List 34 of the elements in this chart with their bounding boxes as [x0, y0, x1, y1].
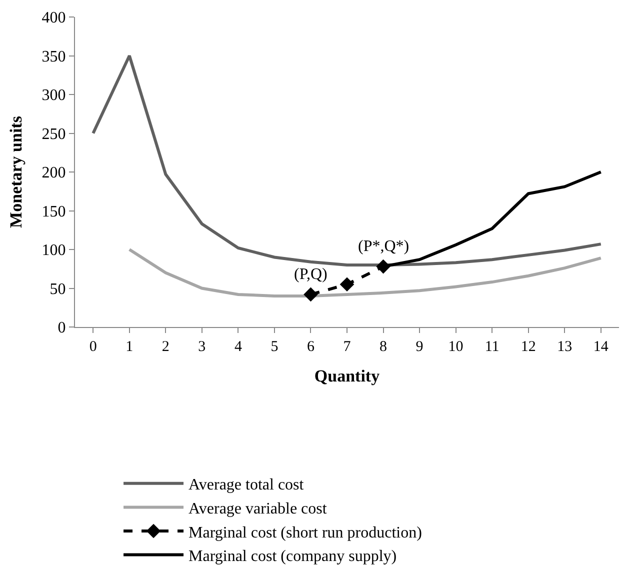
y-tick-label: 100	[42, 242, 66, 260]
y-tick-label: 400	[42, 10, 66, 27]
y-tick-label: 300	[42, 87, 66, 104]
legend-label: Marginal cost (short run production)	[188, 524, 422, 542]
legend-label: Average variable cost	[188, 500, 328, 518]
x-tick-label: 5	[270, 339, 278, 355]
x-tick-label: 2	[162, 339, 170, 355]
x-axis-title: Quantity	[314, 366, 380, 386]
annotation: (P,Q)	[294, 266, 328, 283]
x-tick-label: 9	[416, 339, 424, 355]
y-tick-label: 50	[50, 280, 66, 298]
x-tick-label: 8	[380, 339, 388, 355]
x-tick-label: 14	[593, 339, 609, 355]
point	[304, 287, 318, 302]
x-tick-label: 3	[198, 339, 206, 355]
x-tick-label: 0	[89, 339, 97, 355]
annotation: (P*,Q*)	[358, 238, 410, 255]
y-tick-label: 150	[42, 203, 66, 220]
x-tick-label: 6	[306, 339, 315, 355]
point	[340, 277, 354, 292]
x-tick-label: 1	[126, 339, 134, 355]
y-tick-label: 350	[42, 48, 66, 66]
x-tick-label: 11	[484, 339, 500, 355]
x-tick-label: 13	[557, 339, 572, 355]
y-axis-title: Monetary units	[6, 116, 26, 228]
legend-label: Marginal cost (company supply)	[188, 548, 397, 566]
x-tick-label: 4	[234, 339, 242, 355]
y-tick-label: 200	[42, 164, 66, 182]
x-tick-label: 7	[343, 339, 352, 355]
x-tick-label: 12	[520, 339, 536, 355]
y-tick-label: 250	[42, 126, 66, 143]
y-tick-label: 0	[58, 320, 66, 337]
legend-label: Average total cost	[188, 476, 304, 494]
x-tick-label: 10	[448, 339, 464, 355]
